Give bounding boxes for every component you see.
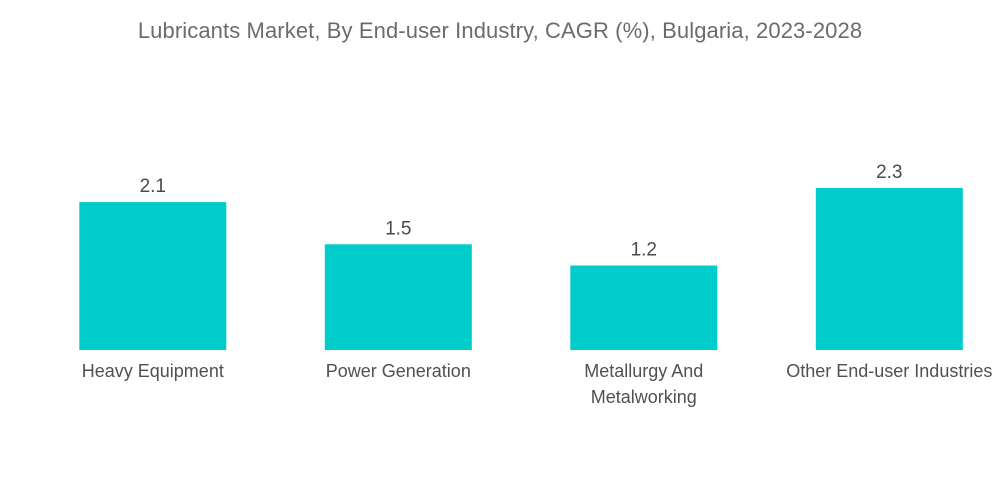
bar-3 (570, 265, 718, 350)
category-label-1: Heavy Equipment (82, 361, 224, 381)
category-label-2: Power Generation (326, 361, 471, 381)
category-label-4: Other End-user Industries (786, 361, 992, 381)
bar-value-label-3: 1.2 (631, 240, 657, 261)
category-label-3: Metallurgy And Metalworking (584, 361, 703, 407)
bar-2 (324, 244, 472, 350)
chart-title: Lubricants Market, By End-user Industry,… (137, 18, 863, 43)
bars-layer: 2.1 Heavy Equipment 1.5 Power Generation 1.2… (79, 162, 992, 407)
bar-value-label-4: 2.3 (876, 162, 902, 183)
bar-value-label-1: 2.1 (140, 176, 166, 197)
bar-value-label-2: 1.5 (385, 218, 411, 239)
bar-1 (79, 202, 227, 350)
bar-4 (815, 188, 963, 350)
